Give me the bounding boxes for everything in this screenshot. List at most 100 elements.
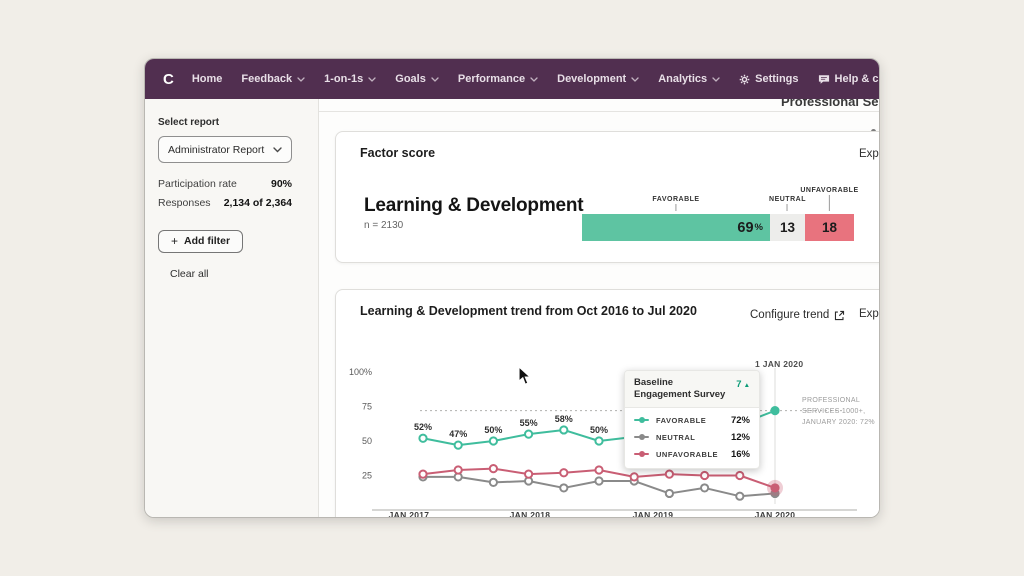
segment-value: 13 — [779, 220, 796, 235]
tooltip-rows: FAVORABLE 72% NEUTRAL 12% UNFAVORABLE 16% — [625, 408, 759, 468]
clear-all-link[interactable]: Clear all — [170, 268, 209, 280]
tooltip-series-name: NEUTRAL — [656, 432, 696, 442]
nav-item-label: Home — [191, 73, 223, 85]
chevron-down-icon — [431, 77, 439, 82]
stat-row: Responses 2,134 of 2,364 — [158, 197, 292, 209]
svg-text:JAN 2019: JAN 2019 — [633, 510, 674, 518]
gear-icon — [739, 74, 750, 84]
page-title-clipped: Professional Servi — [781, 99, 879, 109]
svg-text:JAN 2017: JAN 2017 — [389, 510, 430, 518]
nav-item-development[interactable]: Development — [557, 73, 639, 85]
tooltip-row-favorable: FAVORABLE 72% — [625, 412, 759, 429]
chevron-down-icon — [530, 77, 538, 82]
series-marker-icon — [634, 434, 649, 441]
svg-text:58%: 58% — [555, 414, 573, 424]
segment-label-unfavorable: UNFAVORABLE — [800, 187, 858, 211]
main-content: Professional Servi Factor score Export L… — [319, 99, 879, 518]
chevron-down-icon — [273, 146, 282, 152]
tooltip-series-name: FAVORABLE — [656, 415, 707, 425]
plus-icon: + — [171, 234, 179, 248]
nav-menu: Home Feedback 1-on-1s Goals Performance Devel… — [192, 73, 879, 85]
export-button-factor[interactable]: Export — [859, 148, 879, 160]
factor-name: Learning & Development — [364, 195, 584, 216]
svg-text:47%: 47% — [449, 429, 467, 439]
factor-score-card: Factor score Export Learning & Developme… — [335, 131, 879, 263]
svg-text:50: 50 — [362, 436, 372, 446]
nav-item-goals[interactable]: Goals — [395, 73, 439, 85]
series-neutral — [418, 472, 780, 501]
chart-tooltip: Baseline Engagement Survey 7 ▲ FAVORABLE 7… — [624, 370, 760, 469]
nav-item-label: Help & chat — [834, 73, 879, 85]
stat-row: Participation rate 90% — [158, 178, 292, 190]
svg-text:55%: 55% — [520, 418, 538, 428]
chevron-down-icon — [297, 77, 305, 82]
external-link-icon — [835, 310, 845, 320]
hover-date-label: 1 JAN 2020 — [755, 359, 804, 369]
nav-item-label: 1-on-1s — [324, 73, 364, 85]
tooltip-series-name: UNFAVORABLE — [656, 449, 719, 459]
trend-card: Learning & Development trend from Oct 20… — [335, 289, 879, 518]
series-unfavorable — [418, 464, 783, 496]
stat-label: Responses — [158, 197, 211, 209]
tooltip-row-unfavorable: UNFAVORABLE 16% — [625, 446, 759, 463]
segment-value: 69 — [737, 219, 754, 236]
svg-text:JAN 2020: JAN 2020 — [755, 510, 796, 518]
nav-item-help-chat[interactable]: Help & chat — [818, 73, 879, 85]
bar-segment-neutral: 13 — [770, 214, 805, 241]
svg-text:50%: 50% — [484, 425, 502, 435]
chat-icon — [818, 74, 829, 84]
cultureamp-logo-icon[interactable]: C — [163, 70, 174, 88]
nav-item-label: Performance — [457, 73, 526, 85]
factor-sample-size: n = 2130 — [364, 220, 404, 231]
tooltip-delta: 7 ▲ — [736, 379, 750, 390]
header-divider — [319, 111, 879, 112]
select-report-label: Select report — [158, 117, 220, 128]
stat-label: Participation rate — [158, 178, 237, 190]
top-nav: C Home Feedback 1-on-1s Goals Performance Dev… — [145, 59, 879, 99]
factor-card-title: Factor score — [360, 146, 436, 160]
configure-trend-label: Configure trend — [750, 309, 830, 321]
chevron-down-icon — [368, 77, 376, 82]
series-marker-icon — [634, 451, 649, 458]
chevron-down-icon — [631, 77, 639, 82]
svg-text:75: 75 — [362, 402, 372, 412]
nav-item-label: Goals — [395, 73, 426, 85]
configure-trend-link[interactable]: Configure trend — [750, 309, 845, 321]
report-stats: Participation rate 90% Responses 2,134 of 2… — [158, 178, 292, 209]
tooltip-title: Baseline Engagement Survey — [634, 377, 726, 401]
svg-text:100%: 100% — [349, 367, 372, 377]
bar-segment-favorable: 69% — [582, 214, 770, 241]
tooltip-header: Baseline Engagement Survey 7 ▲ — [625, 371, 759, 408]
nav-item-home[interactable]: Home — [192, 73, 223, 85]
segment-label-neutral: NEUTRAL — [769, 196, 806, 211]
app-window: C Home Feedback 1-on-1s Goals Performance Dev… — [144, 58, 880, 518]
mouse-cursor — [518, 366, 532, 385]
bar-segment-unfavorable: 18 — [805, 214, 854, 241]
factor-stacked-bar: 69% 13 18 — [582, 214, 855, 241]
segment-label-favorable: FAVORABLE — [652, 196, 699, 211]
tooltip-series-value: 12% — [730, 431, 750, 443]
arrow-up-icon: ▲ — [743, 382, 750, 389]
benchmark-annotation: PROFESSIONAL SERVICES 1000+, JANUARY 202… — [802, 397, 875, 427]
chevron-down-icon — [712, 77, 720, 82]
export-button-trend[interactable]: Export — [859, 308, 879, 320]
report-select[interactable]: Administrator Report — [158, 136, 292, 163]
nav-item-feedback[interactable]: Feedback — [241, 73, 305, 85]
svg-text:25: 25 — [362, 471, 372, 481]
tooltip-series-value: 16% — [730, 448, 750, 460]
nav-item-label: Settings — [755, 73, 799, 85]
trend-card-title: Learning & Development trend from Oct 20… — [360, 304, 697, 318]
app-body: Select report Administrator Report Parti… — [145, 99, 879, 518]
add-filter-button[interactable]: + Add filter — [158, 230, 244, 253]
svg-text:JAN 2018: JAN 2018 — [510, 510, 551, 518]
stat-value: 90% — [270, 178, 292, 190]
nav-item-analytics[interactable]: Analytics — [658, 73, 720, 85]
segment-value: 18 — [821, 220, 838, 235]
nav-item-label: Feedback — [241, 73, 293, 85]
nav-item-performance[interactable]: Performance — [458, 73, 538, 85]
add-filter-label: Add filter — [184, 235, 231, 247]
svg-text:50%: 50% — [590, 425, 608, 435]
nav-item-settings[interactable]: Settings — [739, 73, 799, 85]
nav-item-1-on-1s[interactable]: 1-on-1s — [324, 73, 376, 85]
tooltip-series-value: 72% — [730, 414, 750, 426]
